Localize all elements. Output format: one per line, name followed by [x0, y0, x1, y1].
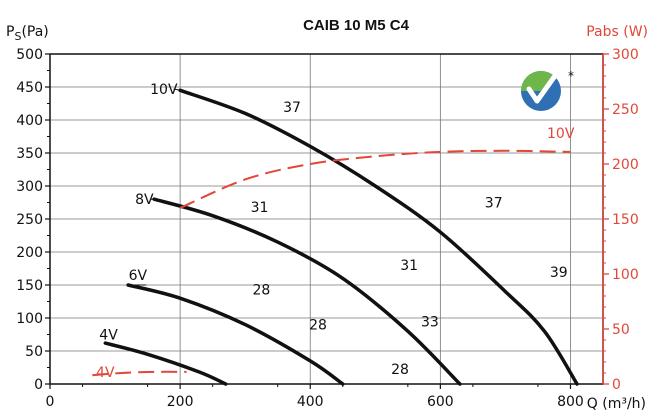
y2-axis-ticks: 0 50 100 150 200 250 300 — [602, 47, 639, 393]
power-curve-4V — [92, 370, 187, 377]
y2-tick-label: 50 — [612, 322, 630, 338]
curve-annotation: 39 — [550, 265, 568, 281]
y2-tick-label: 150 — [612, 212, 639, 228]
y2-tick-label: 200 — [612, 157, 639, 173]
y-axis-ticks: 0 50 100 150 200 250 300 350 400 450 500 — [16, 47, 50, 393]
y-tick-label: 350 — [16, 146, 43, 162]
y-axis-label-main: P — [6, 24, 14, 40]
y2-axis-label: Pabs (W) — [586, 24, 648, 40]
label-leader-line — [173, 88, 181, 91]
y-tick-label: 450 — [16, 80, 43, 96]
x-tick-label: 0 — [46, 394, 55, 410]
curve-annotation: 8V — [135, 192, 154, 208]
y-tick-label: 100 — [16, 311, 43, 327]
power-annotation: 4V — [96, 365, 115, 381]
curve-annotation: 4V — [99, 328, 118, 344]
y-tick-label: 250 — [16, 212, 43, 228]
y-tick-label: 300 — [16, 179, 43, 195]
pressure-curve-4V — [103, 341, 228, 386]
y2-tick-label: 100 — [612, 267, 639, 283]
annotation-layer: 10V 37 37 39 8V 31 31 6V 28 28 33 4V 28 10V 4V — [96, 82, 575, 381]
curve-annotation: 10V — [150, 82, 178, 98]
curve-annotation: 37 — [485, 196, 503, 212]
curve-annotation: 6V — [129, 268, 148, 284]
curve-annotation: 37 — [283, 100, 301, 116]
logo-green-half — [521, 71, 553, 91]
curve-annotation: 31 — [251, 200, 269, 216]
certification-logo-icon: * — [521, 69, 574, 111]
y-axis-label: PS(Pa) — [6, 24, 49, 43]
y2-tick-label: 0 — [612, 377, 621, 393]
y2-tick-label: 300 — [612, 47, 639, 63]
curve-annotation: 28 — [391, 362, 409, 378]
curve-annotation: 33 — [421, 314, 439, 330]
logo-asterisk: * — [568, 69, 574, 83]
curve-annotation: 28 — [309, 318, 327, 334]
x-axis-label: Q (m³/h) — [587, 396, 646, 412]
x-tick-label: 600 — [427, 394, 454, 410]
pressure-curve-10V — [178, 88, 579, 386]
y-tick-label: 500 — [16, 47, 43, 63]
y2-tick-label: 250 — [612, 102, 639, 118]
y-axis-label-unit: (Pa) — [21, 24, 48, 40]
x-axis-ticks: 0 200 400 600 800 — [46, 384, 584, 410]
curve-annotation: 28 — [253, 283, 271, 299]
y-tick-label: 200 — [16, 245, 43, 261]
x-tick-label: 400 — [297, 394, 324, 410]
pressure-curve-8V — [152, 197, 462, 386]
logo-check — [526, 70, 560, 104]
y-tick-label: 0 — [34, 377, 43, 393]
curve-annotation: 31 — [400, 258, 418, 274]
y-tick-label: 50 — [25, 344, 43, 360]
y-tick-label: 150 — [16, 278, 43, 294]
power-annotation: 10V — [547, 126, 575, 142]
y-axis-label-sub: S — [14, 30, 21, 43]
series-layer — [92, 88, 579, 386]
x-tick-label: 800 — [557, 394, 584, 410]
grid — [49, 53, 603, 385]
y-tick-label: 400 — [16, 113, 43, 129]
chart-title: CAIB 10 M5 C4 — [303, 17, 410, 34]
pressure-curve-6V — [126, 283, 345, 386]
x-tick-label: 200 — [167, 394, 194, 410]
power-curve-10V — [179, 149, 571, 209]
